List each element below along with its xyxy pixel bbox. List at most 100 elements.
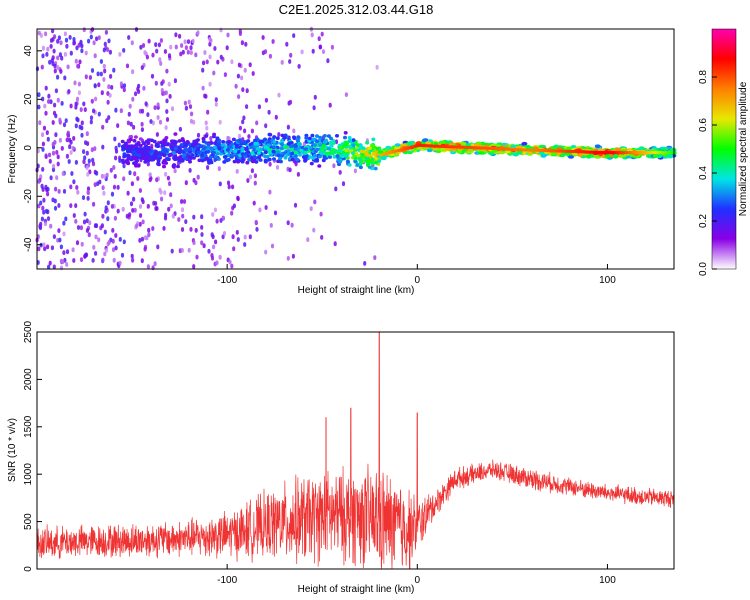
spectrogram-cell [163,190,167,196]
spectrogram-cell [165,109,169,114]
spectrogram-cell [267,109,271,115]
spectrogram-ridge [397,148,401,152]
spectrogram-cell [173,168,177,174]
spectrogram-cell [279,146,284,151]
spectrogram-cell [248,62,252,68]
spectrogram-cell [110,191,115,197]
spectrogram-cell [194,141,199,146]
spectrogram-cell [90,98,94,104]
spectrogram-cell [55,175,59,181]
spectrogram-cell [86,190,90,195]
spectrogram-cell [97,82,101,88]
spectrogram-cell [232,159,237,164]
spectrogram-ridge [443,145,446,148]
spectrogram-x-axis-label: Height of straight line (km) [298,285,415,296]
spectrogram-cell [289,52,293,58]
spectrogram-cell [56,97,60,103]
spectrogram-cell [173,132,178,136]
spectrogram-cell [119,108,123,114]
spectrogram-cell [112,67,116,73]
spectrogram-cell [147,38,151,44]
spectrogram-cell [287,141,292,145]
spectrogram-cell [54,132,58,138]
spectrogram-cell [246,178,250,183]
spectrogram-cell [370,161,375,166]
spectrogram-cell [184,105,188,111]
spectrogram-cell [317,164,322,168]
spectrogram-ridge [472,146,476,150]
spectrogram-cell [237,138,242,143]
spectrogram-cell [88,75,92,80]
spectrogram-cell [132,157,137,161]
spectrogram-cell [89,119,93,125]
spectrogram-cell [315,157,319,162]
spectrogram-ridge [671,151,674,155]
spectrogram-cell [315,139,320,144]
spectrogram-cell [347,136,352,140]
spectrogram-cell [94,96,98,102]
spectrogram-cell [165,156,169,161]
spectrogram-cell [199,144,204,148]
spectrogram-ridge [511,147,515,151]
spectrogram-cell [270,243,275,249]
spectrogram-cell [235,169,239,174]
spectrogram-cell [145,54,149,60]
spectrogram-cell [136,176,140,181]
spectrogram-cell [351,138,356,142]
spectrogram-cell [76,189,80,195]
spectrogram-cell [236,158,240,163]
spectrogram-cell [62,122,67,128]
spectrogram-cell [132,161,137,165]
spectrogram-cell [85,150,89,156]
spectrogram-ridge [548,149,551,153]
spectrogram-cell [41,96,45,102]
spectrogram-cell [225,45,229,51]
spectrogram-cell [179,51,183,57]
spectrogram-cell [167,153,172,158]
spectrogram-cell [42,197,46,203]
spectrogram-cell [334,186,338,192]
spectrogram-cell [237,133,242,139]
spectrogram-cell [164,149,169,153]
spectrogram-cell [85,165,89,171]
spectrogram-cell [69,203,73,209]
spectrogram-cell [269,223,273,228]
spectrogram-cell [297,64,301,69]
spectrogram-cell [359,149,364,154]
spectrogram-cell [338,170,342,175]
spectrogram-cell [150,143,154,149]
spectrogram-cell [103,251,107,257]
spectrogram-cell [97,111,101,117]
spectrogram-cell [50,245,55,251]
spectrogram-cell [205,156,210,161]
spectrogram-cell [149,119,153,124]
spectrogram-cell [98,179,102,185]
spectrogram-cell [45,130,49,136]
spectrogram-cell [135,163,140,168]
spectrogram-cell [201,85,205,91]
spectrogram-cell [264,205,268,210]
spectrogram-cell [185,140,190,144]
spectrogram-cell [202,146,206,151]
spectrogram-cell [138,238,142,243]
spectrogram-cell [271,145,276,150]
spectrogram-cell [312,105,316,111]
spectrogram-cell [83,155,87,161]
spectrogram-cell [49,99,53,105]
spectrogram-cell [42,125,47,131]
spectrogram-cell [77,42,81,48]
spectrogram-cell [144,101,148,107]
spectrogram-ridge [646,151,649,155]
spectrogram-cell [223,72,227,77]
spectrogram-cell [181,213,185,219]
spectrogram-cell [82,219,87,225]
spectrogram-cell [126,149,130,154]
spectrogram-cell [64,37,69,43]
spectrogram-cell [62,231,66,237]
spectrogram-cell [312,143,317,147]
spectrogram-cell [243,67,247,73]
spectrogram-cell [114,145,118,151]
spectrogram-cell [133,171,137,177]
spectrogram-cell [318,44,323,50]
spectrogram-cell [164,90,168,96]
